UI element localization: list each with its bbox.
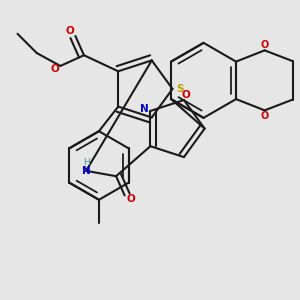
Text: O: O [66, 26, 74, 36]
Text: N: N [140, 104, 148, 114]
Text: O: O [127, 194, 136, 204]
Text: O: O [51, 64, 59, 74]
Text: S: S [176, 84, 184, 94]
Text: H: H [83, 158, 89, 167]
Text: O: O [260, 40, 269, 50]
Text: O: O [260, 111, 269, 121]
Text: O: O [182, 90, 190, 100]
Text: N: N [82, 166, 91, 176]
